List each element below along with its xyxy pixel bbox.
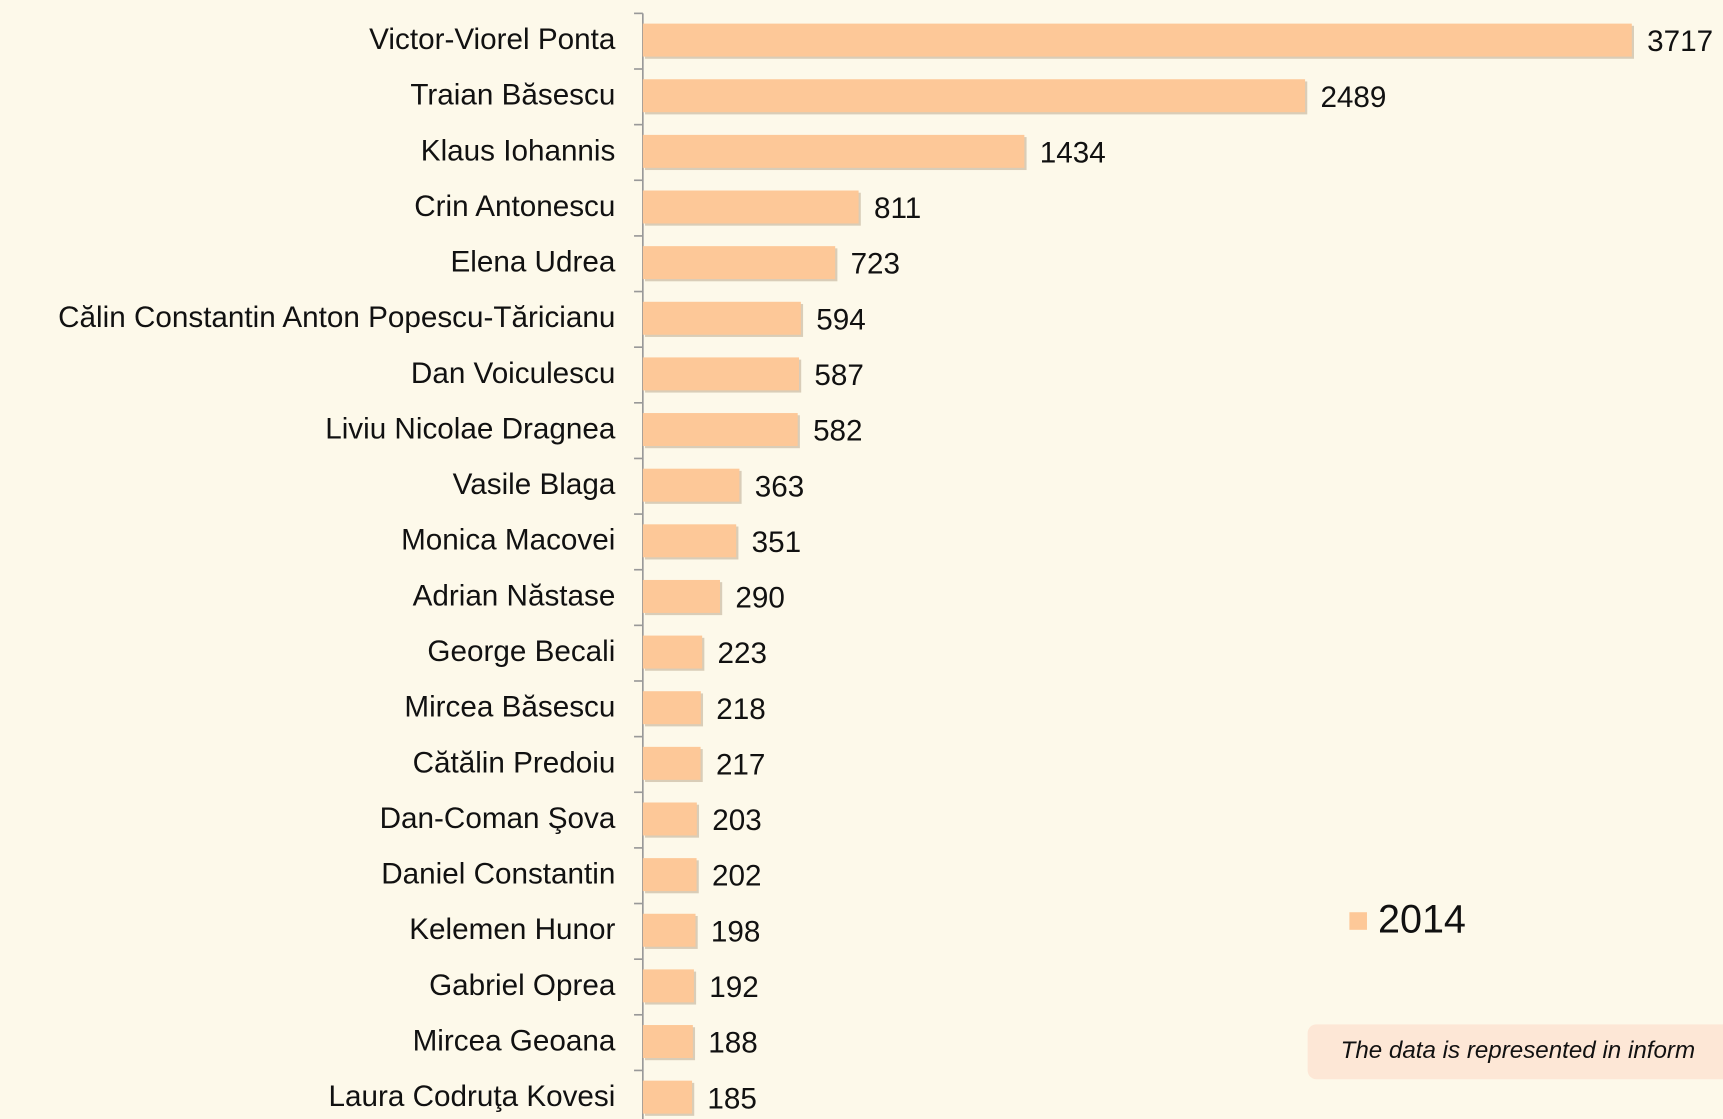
category-label: Mircea Băsescu	[404, 691, 615, 724]
value-label: 811	[874, 192, 921, 225]
category-label: Laura Codruţa Kovesi	[328, 1080, 615, 1113]
bar	[642, 23, 1632, 57]
legend-label: 2014	[1378, 898, 1466, 942]
bar	[642, 524, 737, 558]
category-label: Adrian Năstase	[413, 579, 616, 612]
category-label: Vasile Blaga	[453, 468, 616, 501]
bar	[642, 1080, 693, 1114]
value-label: 351	[752, 526, 801, 559]
value-label: 2489	[1320, 81, 1386, 114]
bar	[642, 190, 859, 224]
bar	[642, 79, 1306, 113]
bar	[642, 413, 798, 447]
category-label: Kelemen Hunor	[409, 913, 615, 946]
category-label: Liviu Nicolae Dragnea	[325, 412, 616, 445]
value-label: 290	[735, 582, 784, 615]
bar	[642, 635, 703, 669]
bar	[642, 357, 800, 391]
bar	[642, 246, 836, 280]
category-label: Klaus Iohannis	[421, 134, 616, 167]
value-label: 218	[716, 693, 765, 726]
bar	[642, 913, 696, 947]
category-label: Daniel Constantin	[381, 858, 615, 891]
note: The data is represented in inform	[1341, 1037, 1695, 1064]
category-label: George Becali	[427, 635, 615, 668]
category-label: Elena Udrea	[450, 246, 615, 279]
category-label: Crin Antonescu	[414, 190, 615, 223]
category-label: Dan-Coman Şova	[380, 802, 616, 835]
category-label: Victor-Viorel Ponta	[369, 23, 616, 56]
value-label: 594	[816, 303, 865, 336]
value-label: 217	[716, 748, 765, 781]
note-box	[1307, 1024, 1723, 1080]
bar	[642, 1025, 693, 1058]
bar	[642, 579, 720, 613]
legend-swatch	[1349, 912, 1367, 930]
category-label: Cătălin Predoiu	[413, 746, 616, 779]
category-label: Gabriel Oprea	[429, 969, 616, 1002]
category-label: Traian Băsescu	[410, 79, 615, 112]
value-label: 1434	[1040, 136, 1106, 169]
bar	[642, 134, 1025, 168]
bar	[642, 301, 801, 335]
bar	[642, 468, 740, 502]
value-label: 185	[707, 1082, 756, 1115]
value-label: 192	[709, 971, 758, 1004]
bar	[642, 858, 697, 892]
bar	[642, 746, 701, 780]
category-label: Monica Macovei	[401, 524, 615, 557]
category-label: Călin Constantin Anton Popescu-Tăricianu	[58, 301, 615, 334]
bar	[642, 691, 701, 725]
value-label: 198	[711, 915, 760, 948]
value-label: 582	[813, 415, 862, 448]
value-label: 223	[718, 637, 767, 670]
bar	[642, 969, 694, 1003]
value-label: 587	[814, 359, 863, 392]
category-label: Mircea Geoana	[413, 1024, 616, 1057]
value-label: 202	[712, 860, 761, 893]
value-label: 203	[712, 804, 761, 837]
value-label: 723	[851, 248, 900, 281]
value-label: 188	[708, 1027, 757, 1060]
bar	[642, 802, 697, 836]
value-label: 3717	[1647, 25, 1713, 58]
category-label: Dan Voiculescu	[411, 357, 615, 390]
value-label: 363	[755, 470, 804, 503]
